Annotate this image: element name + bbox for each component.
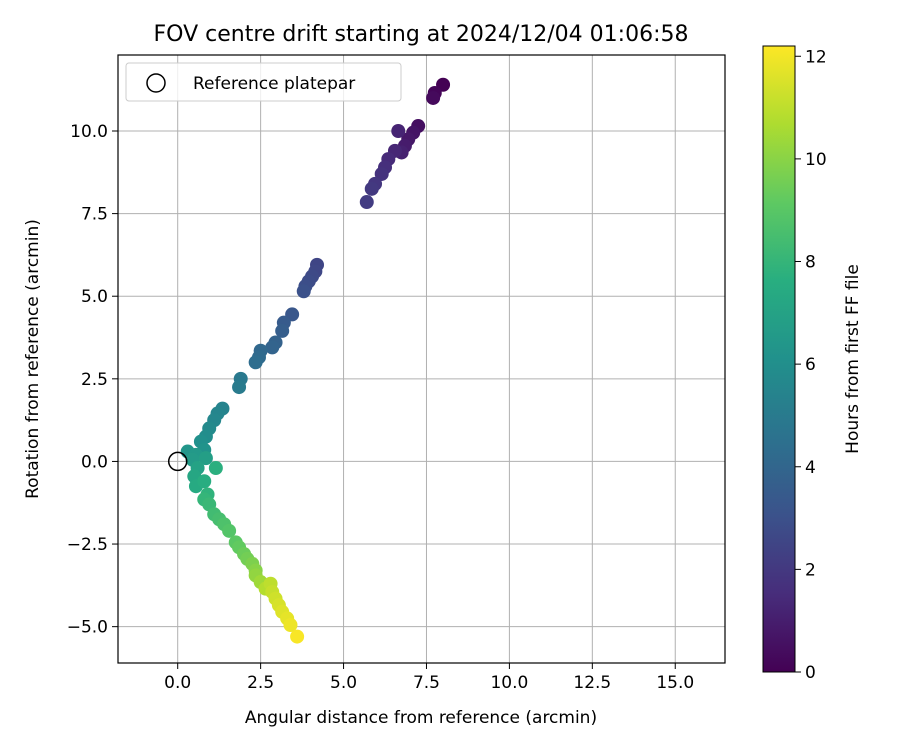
colorbar-tick-label: 10 — [805, 150, 827, 170]
plot-frame — [117, 54, 726, 664]
x-tick-label: 7.5 — [413, 673, 440, 693]
y-axis-label: Rotation from reference (arcmin) — [23, 219, 43, 499]
legend-box — [125, 62, 402, 102]
scatter-points — [180, 77, 451, 644]
colorbar-tick-label: 0 — [805, 663, 816, 683]
legend: Reference platepar — [125, 62, 402, 102]
legend-entry-label: Reference platepar — [193, 74, 355, 94]
y-tick-label: 5.0 — [81, 287, 108, 307]
scatter-point — [391, 124, 406, 138]
reference-marker — [167, 451, 188, 472]
colorbar-tick-label: 8 — [805, 253, 816, 273]
colorbar-label: Hours from first FF file — [843, 264, 863, 454]
scatter-point — [248, 355, 263, 370]
scatter-point — [283, 618, 298, 632]
scatter-point — [222, 523, 237, 538]
x-tick-label: 0.0 — [164, 673, 191, 693]
y-tick-label: 10.0 — [70, 122, 108, 142]
x-tick-label: 2.5 — [247, 673, 274, 693]
y-tick-label: 0.0 — [81, 452, 108, 472]
y-axis-ticks: −5.0 −2.5 0.0 2.5 5.0 7.5 10.0 — [67, 122, 118, 638]
scatter-point — [197, 474, 212, 489]
chart-title: FOV centre drift starting at 2024/12/04 … — [154, 22, 689, 47]
scatter-point — [374, 166, 389, 181]
x-axis-label: Angular distance from reference (arcmin) — [245, 708, 597, 728]
y-tick-label: 7.5 — [81, 205, 108, 225]
colorbar-tick-label: 2 — [805, 560, 816, 580]
scatter-point — [275, 323, 290, 338]
scatter-point — [364, 181, 379, 196]
legend-marker-icon — [146, 73, 166, 93]
scatter-point — [290, 629, 305, 644]
colorbar-tick-label: 4 — [805, 458, 816, 478]
x-axis-ticks: 0.0 2.5 5.0 7.5 10.0 12.5 15.0 — [164, 663, 694, 693]
colorbar-tick-label: 12 — [805, 47, 827, 67]
scatter-point — [265, 340, 280, 355]
x-tick-label: 15.0 — [656, 673, 694, 693]
scatter-point — [208, 461, 223, 476]
y-tick-label: 2.5 — [81, 370, 108, 390]
scatter-point — [198, 451, 213, 466]
scatter-point — [359, 195, 374, 210]
scatter-point — [296, 284, 311, 299]
x-tick-label: 10.0 — [490, 673, 528, 693]
x-tick-label: 5.0 — [330, 673, 357, 693]
y-tick-label: −5.0 — [67, 618, 108, 638]
colorbar-ticks: 0 2 4 6 8 10 12 — [795, 47, 827, 683]
y-tick-label: −2.5 — [67, 535, 108, 555]
scatter-point — [426, 90, 441, 105]
scatter-point — [232, 380, 247, 395]
colorbar-gradient — [762, 45, 796, 673]
grid — [118, 55, 725, 663]
x-tick-label: 12.5 — [573, 673, 611, 693]
colorbar: 0 2 4 6 8 10 12 Hours from first FF file — [762, 45, 863, 683]
colorbar-tick-label: 6 — [805, 355, 816, 375]
